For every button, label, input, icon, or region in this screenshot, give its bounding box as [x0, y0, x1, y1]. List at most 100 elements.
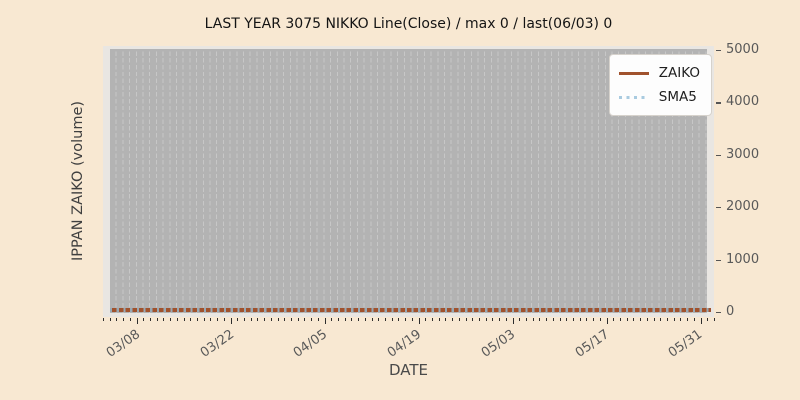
sma5-dotted-swatch-icon	[618, 95, 649, 99]
x-minor-tick	[626, 318, 628, 321]
x-minor-tick	[331, 318, 333, 321]
y-tick	[716, 207, 721, 209]
x-minor-tick	[546, 318, 548, 321]
x-minor-tick	[673, 318, 675, 321]
x-minor-tick	[391, 318, 393, 321]
x-minor-tick	[485, 318, 487, 321]
x-major-tick	[324, 318, 326, 324]
x-minor-tick	[445, 318, 447, 321]
x-tick-label: 03/22	[197, 327, 237, 361]
x-tick-label: 04/19	[384, 327, 425, 361]
x-minor-tick	[552, 318, 554, 321]
x-minor-tick	[150, 318, 151, 321]
x-minor-tick	[264, 318, 266, 321]
x-major-tick	[418, 318, 420, 324]
x-minor-tick	[472, 318, 474, 321]
x-minor-tick	[284, 318, 286, 321]
x-minor-tick	[210, 318, 212, 321]
x-minor-tick	[458, 318, 460, 321]
x-minor-tick	[129, 318, 131, 321]
x-minor-tick	[532, 318, 534, 321]
zaiko-zero-line	[110, 308, 711, 312]
x-minor-tick	[707, 318, 709, 321]
x-minor-tick	[123, 318, 125, 321]
x-minor-tick	[646, 318, 648, 321]
y-tick	[716, 102, 721, 104]
x-minor-tick	[371, 318, 373, 321]
x-minor-tick	[465, 318, 467, 321]
y-tick-label: 0	[726, 304, 735, 319]
x-minor-tick	[432, 318, 433, 321]
x-minor-tick	[217, 318, 219, 321]
x-major-tick	[512, 318, 514, 324]
x-minor-tick	[358, 318, 360, 321]
y-tick-label: 3000	[726, 146, 760, 162]
x-major-tick	[606, 318, 608, 324]
x-minor-tick	[163, 318, 165, 321]
x-minor-tick	[344, 318, 346, 321]
y-axis-ticks	[716, 46, 724, 317]
x-minor-tick	[143, 318, 145, 321]
x-minor-tick	[539, 318, 541, 321]
x-minor-tick	[176, 318, 178, 321]
x-minor-tick	[526, 318, 527, 321]
x-minor-tick	[311, 318, 313, 321]
x-tick-label: 05/31	[666, 327, 706, 361]
chart-legend: ZAIKO SMA5	[608, 54, 712, 116]
x-minor-tick	[183, 318, 185, 321]
x-minor-tick	[452, 318, 454, 321]
legend-item-sma5: SMA5	[618, 87, 700, 107]
x-minor-tick	[479, 318, 480, 321]
x-minor-tick	[559, 318, 561, 321]
x-minor-tick	[425, 318, 427, 321]
x-tick-label: 05/17	[572, 327, 612, 361]
x-minor-tick	[566, 318, 568, 321]
x-minor-tick	[680, 318, 682, 321]
x-minor-tick	[519, 318, 521, 321]
y-tick	[716, 259, 721, 261]
x-minor-tick	[385, 318, 386, 321]
x-minor-tick	[203, 318, 205, 321]
plot-grid-background	[110, 49, 707, 313]
plot-area: ZAIKO SMA5	[103, 46, 714, 317]
x-axis-title: DATE	[388, 361, 429, 379]
legend-item-zaiko: ZAIKO	[618, 63, 700, 83]
y-tick-label: 1000	[726, 251, 760, 267]
x-minor-tick	[398, 318, 400, 321]
y-tick	[716, 154, 721, 157]
x-minor-tick	[620, 318, 621, 321]
x-minor-tick	[586, 318, 588, 321]
x-minor-tick	[714, 318, 715, 321]
x-minor-tick	[250, 318, 252, 321]
y-tick-label: 2000	[726, 199, 760, 215]
x-minor-tick	[653, 318, 655, 321]
x-minor-tick	[573, 318, 574, 321]
zaiko-line-swatch-icon	[618, 71, 649, 75]
y-tick-label: 5000	[726, 42, 760, 57]
x-minor-tick	[667, 318, 668, 321]
x-minor-tick	[257, 318, 259, 321]
x-minor-tick	[579, 318, 581, 321]
x-axis-ticks	[103, 318, 716, 326]
x-minor-tick	[197, 318, 198, 321]
x-minor-tick	[438, 318, 440, 321]
x-minor-tick	[237, 318, 239, 321]
x-minor-tick	[109, 318, 111, 321]
x-minor-tick	[499, 318, 501, 321]
x-minor-tick	[291, 318, 292, 321]
x-minor-tick	[190, 318, 192, 321]
x-major-tick	[700, 318, 702, 324]
x-minor-tick	[338, 318, 339, 321]
x-tick-label: 03/08	[103, 327, 144, 361]
x-minor-tick	[492, 318, 494, 321]
x-minor-tick	[411, 318, 413, 321]
x-minor-tick	[156, 318, 158, 321]
x-minor-tick	[170, 318, 172, 321]
x-minor-tick	[244, 318, 245, 321]
x-minor-tick	[351, 318, 353, 321]
x-minor-tick	[317, 318, 319, 321]
x-minor-tick	[103, 318, 104, 321]
x-minor-tick	[505, 318, 507, 321]
y-tick-label: 4000	[726, 94, 760, 110]
x-minor-tick	[405, 318, 407, 321]
